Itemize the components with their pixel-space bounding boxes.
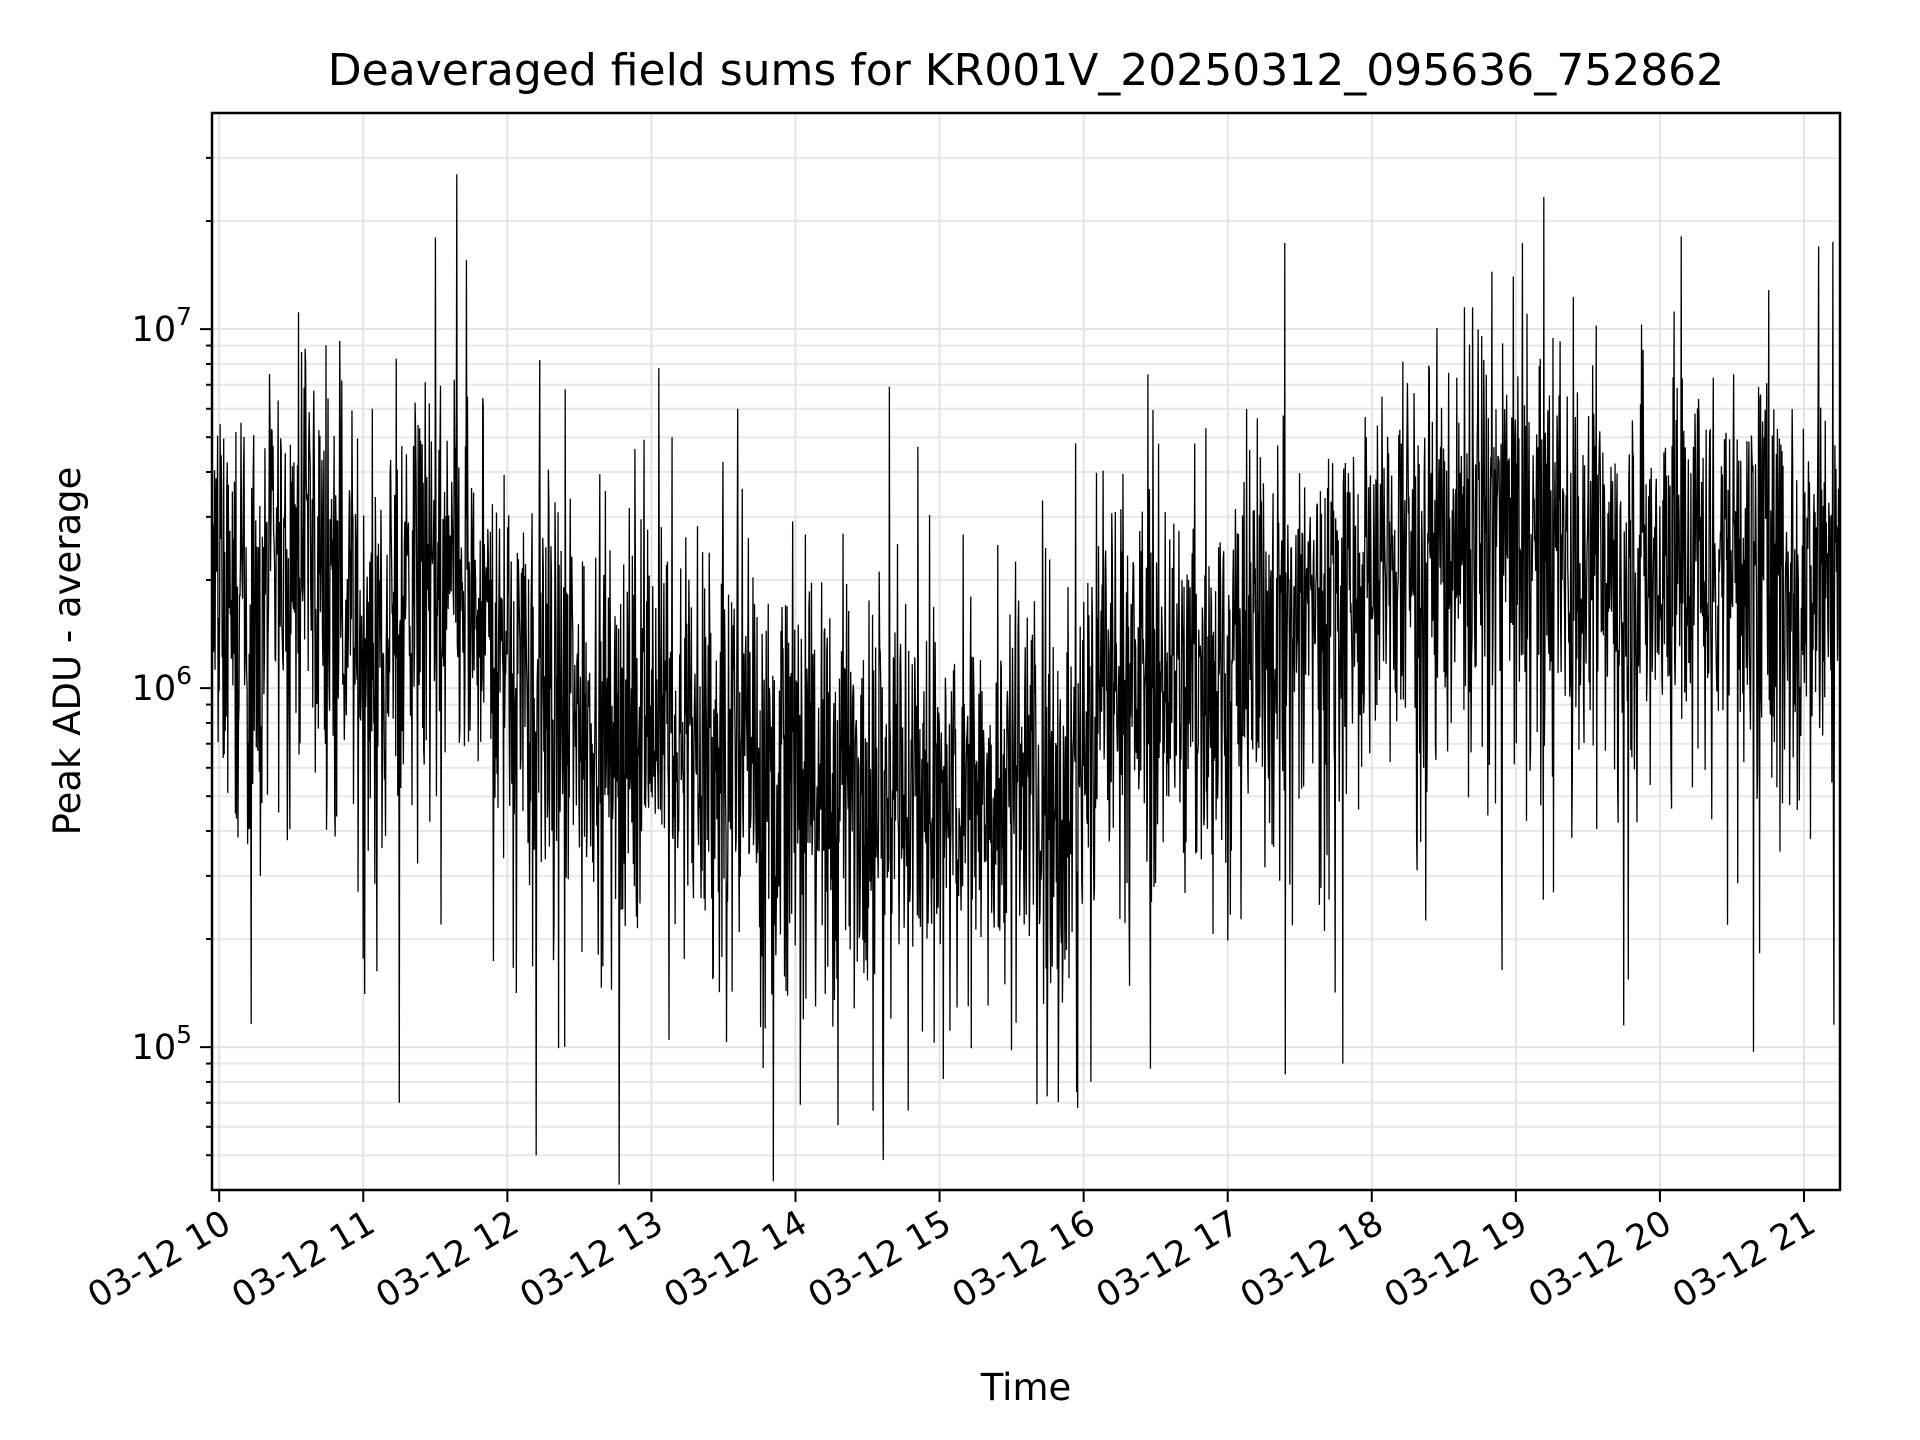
x-tick-label: 03-12 15 <box>802 1203 958 1316</box>
x-tick-label: 03-12 20 <box>1522 1203 1678 1316</box>
x-tick-label: 03-12 12 <box>370 1203 526 1316</box>
chart-title: Deaveraged field sums for KR001V_2025031… <box>328 45 1724 96</box>
x-tick-label: 03-12 14 <box>658 1203 814 1316</box>
plot-frame <box>210 111 1842 1192</box>
x-tick-label: 03-12 13 <box>514 1203 670 1316</box>
x-tick-label: 03-12 21 <box>1666 1203 1822 1316</box>
x-tick-label: 03-12 16 <box>946 1203 1102 1316</box>
y-tick-label: 107 <box>132 302 192 350</box>
x-tick-label: 03-12 19 <box>1378 1203 1534 1316</box>
series-line <box>211 174 1841 1185</box>
y-axis-label: Peak ADU - average <box>46 467 89 836</box>
x-tick-label: 03-12 17 <box>1090 1203 1246 1316</box>
x-axis-label: Time <box>980 1366 1072 1409</box>
x-tick-label: 03-12 10 <box>81 1203 237 1316</box>
series-layer <box>211 174 1841 1185</box>
y-tick-label: 105 <box>132 1020 192 1068</box>
x-tick-label: 03-12 11 <box>225 1203 381 1316</box>
x-tick-label: 03-12 18 <box>1234 1203 1390 1316</box>
y-tick-label: 106 <box>132 661 192 709</box>
